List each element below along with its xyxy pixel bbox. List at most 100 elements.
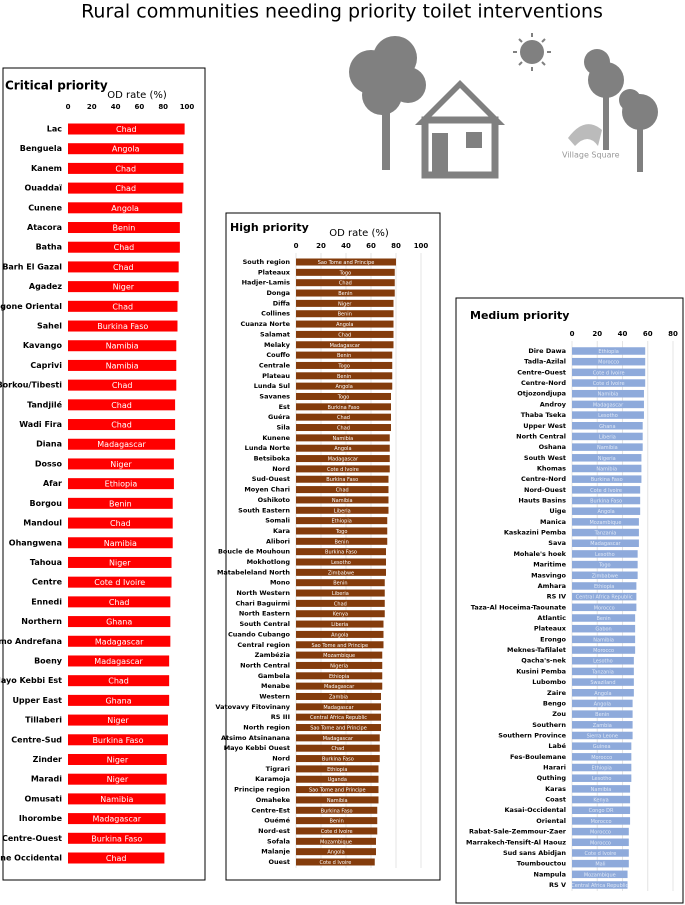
bar (296, 310, 394, 318)
category-label: RS V (549, 881, 566, 889)
bar-country-label: Burkina Faso (591, 477, 623, 483)
category-label: Ouémé (264, 817, 290, 825)
bar-country-label: Zambia (593, 723, 612, 729)
bar (296, 682, 383, 690)
category-label: Barh El Gazal (2, 262, 62, 271)
bar (572, 678, 634, 686)
bar-country-label: Togo (598, 563, 611, 569)
category-label: Atsimo Andrefana (0, 637, 62, 646)
bar-country-label: Mozambique (589, 520, 621, 526)
bar (296, 382, 393, 390)
category-label: North region (243, 724, 290, 732)
bar (572, 806, 631, 814)
bar (572, 838, 629, 847)
x-tick-label: 60 (643, 330, 653, 338)
bar-country-label: Chad (334, 601, 347, 607)
bar-country-label: Benin (337, 374, 351, 380)
bar-country-label: Burkina Faso (92, 736, 143, 745)
bar (296, 413, 391, 421)
category-label: Erongo (540, 635, 566, 643)
bar-country-label: Morocco (590, 840, 611, 846)
x-tick-label: 20 (316, 242, 326, 250)
category-label: Principe region (234, 786, 290, 794)
category-label: Labé (548, 742, 566, 750)
bar (68, 694, 170, 706)
bar (296, 455, 390, 463)
category-label: Nord (272, 465, 290, 473)
bar (572, 881, 628, 889)
bar (572, 774, 632, 782)
bar (68, 241, 180, 253)
bar-country-label: Chad (112, 302, 133, 311)
bar-country-label: Angola (597, 509, 614, 515)
bar-country-label: Sao Tome and Principe (310, 726, 367, 732)
bar (572, 614, 636, 622)
bar-country-label: Chad (116, 125, 137, 134)
bar (296, 527, 388, 535)
category-label: Qacha's-nek (521, 657, 566, 665)
bar (68, 497, 173, 509)
bar-country-label: Chad (115, 164, 136, 173)
bar (296, 806, 378, 814)
bar-country-label: Niger (110, 460, 132, 469)
bar (572, 454, 642, 462)
bar (68, 320, 178, 332)
bar-country-label: Madagascar (323, 736, 354, 742)
bar (296, 496, 389, 504)
category-label: North Western (236, 589, 290, 597)
bar-country-label: Namibia (106, 342, 139, 351)
bar (296, 579, 385, 587)
bar (296, 610, 385, 618)
bar (296, 299, 394, 307)
bar (572, 464, 642, 473)
category-label: Centre-Ouest (2, 834, 62, 843)
category-label: Borkou/Tibesti (0, 381, 62, 390)
category-label: Chari Baguirmi (235, 599, 290, 607)
category-label: South Eastern (238, 506, 290, 514)
bar (572, 571, 638, 580)
bar-country-label: Namibia (333, 436, 354, 442)
bar (296, 692, 381, 700)
bar-country-label: Cote d Ivoire (593, 381, 625, 387)
category-label: Oriental (536, 817, 566, 825)
bar-country-label: Niger (107, 775, 129, 784)
bar-country-label: Madagascar (95, 637, 144, 646)
x-tick-label: 60 (366, 242, 376, 250)
bar-country-label: Ghana (599, 424, 615, 430)
bar-country-label: Chad (336, 488, 349, 494)
category-label: Betsiboka (254, 455, 290, 463)
category-label: Collines (261, 310, 290, 318)
category-label: Atlantic (537, 614, 566, 622)
illustration (349, 33, 658, 179)
bar (68, 556, 172, 568)
bar-country-label: Kenya (593, 798, 608, 804)
bar-country-label: Benin (337, 353, 351, 359)
bar-country-label: Benin (338, 312, 352, 318)
bar (572, 518, 639, 526)
category-label: Cuando Cubango (228, 630, 291, 638)
category-label: Cuanza Norte (241, 320, 291, 328)
bar-country-label: Niger (338, 301, 352, 307)
bar-country-label: Namibia (596, 466, 617, 472)
category-label: Thaba Tseka (521, 411, 566, 419)
category-label: Tillaberi (25, 716, 62, 725)
bar (296, 258, 396, 266)
bar (572, 859, 629, 868)
bar-country-label: Ethiopia (598, 349, 618, 355)
category-label: Ennedi (31, 597, 62, 606)
bar-country-label: Central Africa Republic (310, 715, 367, 721)
bar (572, 699, 633, 708)
bar (296, 713, 381, 721)
bar-country-label: Chad (337, 426, 350, 432)
category-label: Khomas (537, 464, 566, 472)
x-axis-label: OD rate (%) (329, 228, 389, 239)
category-label: Western (259, 692, 290, 700)
bar-country-label: Nigeria (330, 663, 348, 669)
category-label: Sud sans Abidjan (503, 849, 566, 857)
bar (572, 422, 643, 430)
category-label: Centrale (259, 361, 291, 369)
category-label: Taza-Al Hoceima-Taounate (471, 603, 567, 611)
bar-country-label: Angola (594, 691, 611, 697)
